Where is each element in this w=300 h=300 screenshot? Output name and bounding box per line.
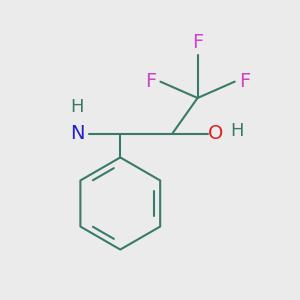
Text: O: O xyxy=(208,124,223,143)
Text: N: N xyxy=(70,124,84,143)
Text: F: F xyxy=(145,72,156,91)
Text: F: F xyxy=(192,33,203,52)
Text: H: H xyxy=(230,122,244,140)
Text: H: H xyxy=(70,98,84,116)
Text: F: F xyxy=(239,72,250,91)
